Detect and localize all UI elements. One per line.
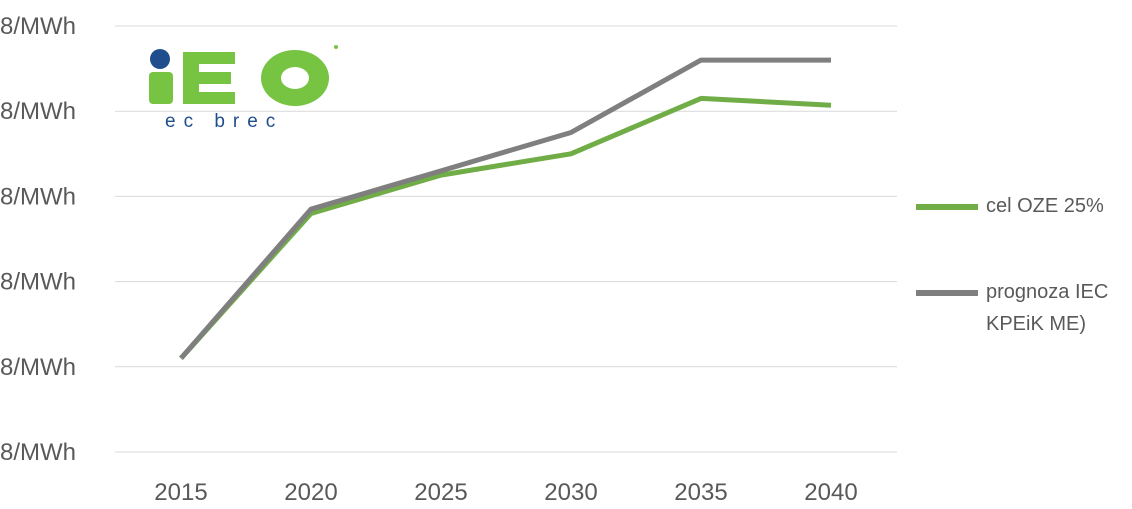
logo-dot (150, 49, 170, 69)
logo-i (149, 72, 173, 104)
series-layer (179, 57, 832, 360)
series-line-2 (179, 57, 831, 360)
x-tick-label: 2040 (804, 479, 857, 506)
y-axis: 8/MWh 8/MWh 8/MWh 8/MWh 8/MWh 8/MWh (0, 13, 76, 466)
x-tick-label: 2015 (154, 479, 207, 506)
chart-legend: cel OZE 25% prognoza IEC KPEiK ME) (916, 190, 1126, 362)
legend-label-series-1: cel OZE 25% (986, 195, 1104, 217)
y-tick-label: 8/MWh (0, 269, 76, 296)
y-tick-label: 8/MWh (0, 439, 76, 466)
y-tick-label: 8/MWh (0, 183, 76, 210)
x-tick-label: 2035 (674, 479, 727, 506)
x-axis: 2015 2020 2025 2030 2035 2040 (154, 479, 857, 506)
legend-swatch-series-2 (916, 290, 978, 296)
legend-item-series-1: cel OZE 25% (916, 190, 1126, 250)
legend-swatch-series-1 (916, 204, 978, 210)
x-tick-label: 2020 (284, 479, 337, 506)
ieo-logo-mark (149, 45, 338, 106)
y-tick-label: 8/MWh (0, 98, 76, 125)
logo-subtitle: ec brec (165, 111, 284, 132)
x-tick-label: 2030 (544, 479, 597, 506)
y-tick-label: 8/MWh (0, 13, 76, 40)
legend-item-series-2: prognoza IEC KPEiK ME) (916, 276, 1126, 336)
y-tick-label: 8/MWh (0, 354, 76, 381)
ieo-logo (143, 42, 343, 142)
legend-label-series-2: prognoza IEC KPEiK ME) (986, 281, 1109, 335)
logo-e (183, 52, 235, 104)
x-tick-label: 2025 (414, 479, 467, 506)
